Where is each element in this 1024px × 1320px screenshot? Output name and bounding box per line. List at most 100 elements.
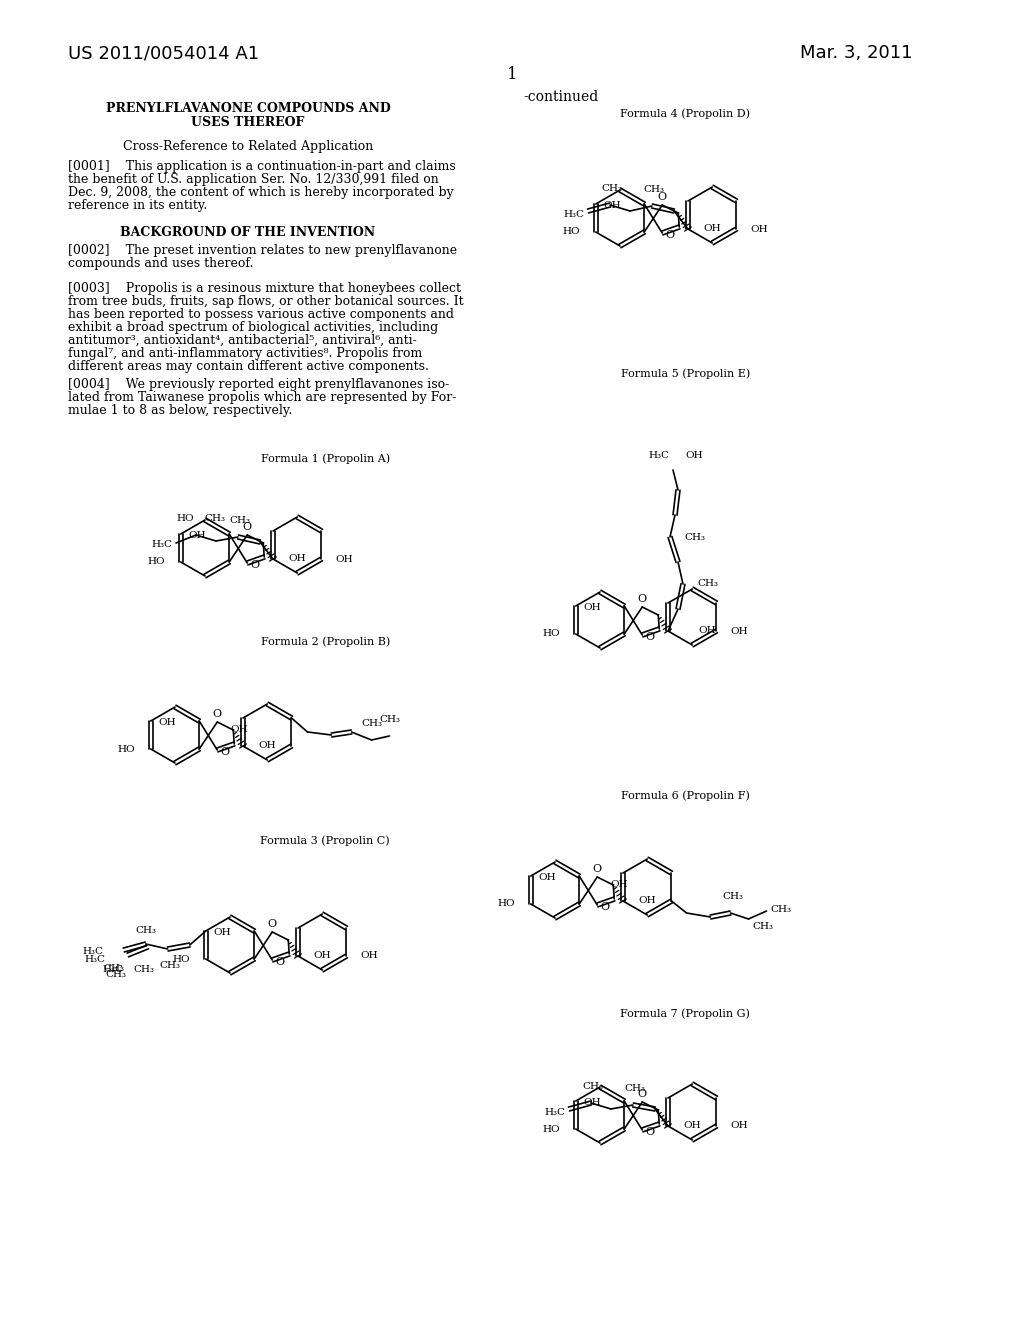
- Text: OH: OH: [539, 873, 556, 882]
- Text: Formula 1 (Propolin A): Formula 1 (Propolin A): [261, 453, 390, 463]
- Text: OH: OH: [188, 531, 206, 540]
- Text: OH: OH: [336, 554, 353, 564]
- Text: O: O: [601, 902, 610, 912]
- Text: CH₃: CH₃: [722, 892, 743, 902]
- Text: H₃C: H₃C: [83, 948, 103, 957]
- Text: Formula 7 (Propolin G): Formula 7 (Propolin G): [621, 1008, 750, 1019]
- Text: OH: OH: [751, 224, 768, 234]
- Text: H₃C: H₃C: [648, 451, 669, 459]
- Text: HO: HO: [117, 744, 135, 754]
- Text: H₃C: H₃C: [563, 210, 584, 219]
- Text: O: O: [243, 521, 252, 532]
- Text: from tree buds, fruits, sap flows, or other botanical sources. It: from tree buds, fruits, sap flows, or ot…: [68, 294, 464, 308]
- Text: O: O: [638, 1089, 647, 1100]
- Text: mulae 1 to 8 as below, respectively.: mulae 1 to 8 as below, respectively.: [68, 404, 292, 417]
- Text: Dec. 9, 2008, the content of which is hereby incorporated by: Dec. 9, 2008, the content of which is he…: [68, 186, 454, 199]
- Text: HO: HO: [562, 227, 580, 236]
- Text: HO: HO: [147, 557, 165, 566]
- Text: CH₃: CH₃: [643, 185, 665, 194]
- Text: OH: OH: [603, 201, 621, 210]
- Text: OH: OH: [698, 626, 716, 635]
- Text: CH₃: CH₃: [753, 921, 773, 931]
- Text: H₃C: H₃C: [544, 1107, 565, 1117]
- Text: CH₃: CH₃: [684, 532, 705, 541]
- Text: USES THEREOF: USES THEREOF: [191, 116, 305, 129]
- Text: 1: 1: [507, 66, 517, 83]
- Text: O: O: [251, 560, 260, 570]
- Text: compounds and uses thereof.: compounds and uses thereof.: [68, 257, 253, 271]
- Text: OH: OH: [230, 725, 248, 734]
- Text: CH₃: CH₃: [583, 1082, 603, 1092]
- Text: OH: OH: [703, 224, 721, 234]
- Text: US 2011/0054014 A1: US 2011/0054014 A1: [68, 44, 259, 62]
- Text: has been reported to possess various active components and: has been reported to possess various act…: [68, 308, 454, 321]
- Text: CH₃: CH₃: [361, 719, 382, 729]
- Text: O: O: [638, 594, 647, 605]
- Text: exhibit a broad spectrum of biological activities, including: exhibit a broad spectrum of biological a…: [68, 321, 438, 334]
- Text: O: O: [221, 747, 229, 756]
- Text: O: O: [666, 230, 675, 240]
- Text: fungal⁷, and anti-inflammatory activities⁸. Propolis from: fungal⁷, and anti-inflammatory activitie…: [68, 347, 422, 360]
- Text: OH: OH: [730, 627, 749, 635]
- Text: HO: HO: [497, 899, 515, 908]
- Text: [0002]    The preset invention relates to new prenylflavanone: [0002] The preset invention relates to n…: [68, 244, 457, 257]
- Text: OH: OH: [683, 1121, 701, 1130]
- Text: H₃C: H₃C: [151, 540, 172, 549]
- Text: Cross-Reference to Related Application: Cross-Reference to Related Application: [123, 140, 373, 153]
- Text: Formula 6 (Propolin F): Formula 6 (Propolin F): [622, 789, 750, 800]
- Text: OH: OH: [258, 741, 276, 750]
- Text: H₃C: H₃C: [85, 956, 105, 965]
- Text: CH₃: CH₃: [697, 579, 718, 589]
- Text: [0004]    We previously reported eight prenylflavanones iso-: [0004] We previously reported eight pren…: [68, 378, 450, 391]
- Text: O: O: [657, 191, 667, 202]
- Text: H₃C: H₃C: [102, 965, 124, 974]
- Text: OH: OH: [638, 896, 656, 906]
- Text: CH₃: CH₃: [105, 970, 126, 979]
- Text: O: O: [275, 957, 285, 968]
- Text: OH: OH: [584, 603, 601, 612]
- Text: [0001]    This application is a continuation-in-part and claims: [0001] This application is a continuatio…: [68, 160, 456, 173]
- Text: OH: OH: [289, 554, 306, 564]
- Text: CH₃: CH₃: [204, 513, 225, 523]
- Text: the benefit of U.S. application Ser. No. 12/330,991 filed on: the benefit of U.S. application Ser. No.…: [68, 173, 438, 186]
- Text: OH: OH: [610, 880, 628, 888]
- Text: OH: OH: [213, 928, 230, 937]
- Text: HO: HO: [542, 1125, 560, 1134]
- Text: O: O: [213, 709, 222, 719]
- Text: CH₃: CH₃: [229, 516, 251, 525]
- Text: CH₃: CH₃: [625, 1084, 645, 1093]
- Text: CH₃: CH₃: [160, 961, 180, 970]
- Text: CH₃: CH₃: [601, 183, 623, 193]
- Text: Formula 5 (Propolin E): Formula 5 (Propolin E): [621, 368, 750, 379]
- Text: HO: HO: [176, 513, 194, 523]
- Text: Formula 3 (Propolin C): Formula 3 (Propolin C): [260, 836, 390, 846]
- Text: OH: OH: [685, 451, 702, 459]
- Text: PRENYLFLAVANONE COMPOUNDS AND: PRENYLFLAVANONE COMPOUNDS AND: [105, 102, 390, 115]
- Text: lated from Taiwanese propolis which are represented by For-: lated from Taiwanese propolis which are …: [68, 391, 457, 404]
- Text: O: O: [646, 632, 654, 642]
- Text: CH₃: CH₃: [103, 964, 124, 973]
- Text: O: O: [646, 1127, 654, 1137]
- Text: reference in its entity.: reference in its entity.: [68, 199, 207, 213]
- Text: -continued: -continued: [523, 90, 598, 104]
- Text: HO: HO: [542, 630, 560, 639]
- Text: OH: OH: [158, 718, 176, 727]
- Text: OH: OH: [730, 1122, 749, 1130]
- Text: antitumor³, antioxidant⁴, antibacterial⁵, antiviral⁶, anti-: antitumor³, antioxidant⁴, antibacterial⁵…: [68, 334, 417, 347]
- Text: Formula 2 (Propolin B): Formula 2 (Propolin B): [261, 636, 390, 647]
- Text: BACKGROUND OF THE INVENTION: BACKGROUND OF THE INVENTION: [121, 226, 376, 239]
- Text: CH₃: CH₃: [134, 965, 155, 974]
- Text: CH₃: CH₃: [379, 715, 400, 723]
- Text: CH₃: CH₃: [135, 927, 157, 935]
- Text: O: O: [267, 919, 276, 929]
- Text: Mar. 3, 2011: Mar. 3, 2011: [800, 44, 912, 62]
- Text: OH: OH: [313, 950, 331, 960]
- Text: OH: OH: [360, 952, 378, 961]
- Text: OH: OH: [584, 1098, 601, 1107]
- Text: different areas may contain different active components.: different areas may contain different ac…: [68, 360, 429, 374]
- Text: HO: HO: [172, 954, 189, 964]
- Text: [0003]    Propolis is a resinous mixture that honeybees collect: [0003] Propolis is a resinous mixture th…: [68, 282, 461, 294]
- Text: Formula 4 (Propolin D): Formula 4 (Propolin D): [620, 108, 750, 119]
- Text: O: O: [593, 865, 602, 874]
- Text: CH₃: CH₃: [770, 904, 792, 913]
